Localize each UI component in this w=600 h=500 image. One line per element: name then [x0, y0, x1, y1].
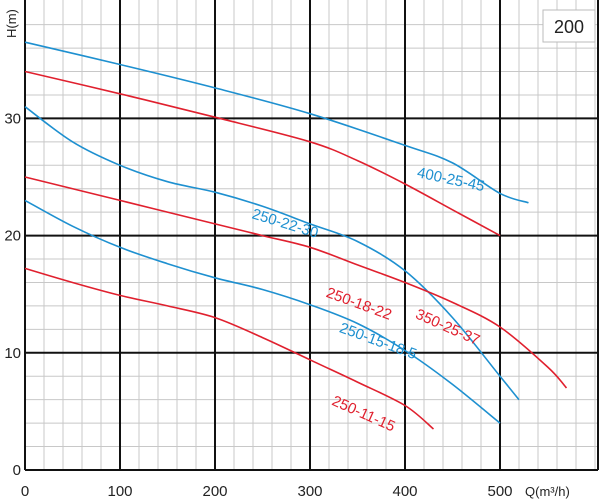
model-group-badge: 200 — [554, 17, 584, 37]
x-tick-label: 200 — [202, 483, 227, 500]
series-label-250-15-18.5: 250-15-18.5 — [337, 319, 419, 363]
series-lines — [24, 41, 568, 430]
x-axis-label: Q(m³/h) — [525, 484, 570, 499]
y-tick-label: 0 — [13, 462, 21, 479]
model-group-badge-box — [542, 9, 596, 43]
x-tick-label: 100 — [107, 483, 132, 500]
y-axis-label: H(m) — [4, 9, 19, 38]
series-labels: 400-25-45350-25-37250-22-30250-18-22250-… — [250, 164, 486, 435]
y-tick-labels: 0 10 20 30 — [4, 110, 21, 479]
series-line-400-25-45 — [24, 41, 529, 204]
y-tick-label: 10 — [4, 345, 21, 362]
x-tick-label: 500 — [487, 483, 512, 500]
series-line-250-11-15 — [24, 267, 435, 430]
series-line-250-18-22 — [24, 176, 568, 389]
series-line-350-25-37 — [24, 70, 501, 237]
x-tick-label: 0 — [21, 483, 29, 500]
y-tick-label: 20 — [4, 228, 21, 245]
y-tick-label: 30 — [4, 110, 21, 127]
series-label-400-25-45: 400-25-45 — [416, 164, 486, 195]
series-line-250-22-30 — [24, 106, 520, 401]
series-label-250-11-15: 250-11-15 — [329, 392, 397, 435]
x-tick-label: 400 — [392, 483, 417, 500]
axes — [24, 0, 599, 471]
series-label-250-18-22: 250-18-22 — [324, 284, 394, 323]
x-tick-labels: 0 100 200 300 400 500 — [21, 483, 513, 500]
series-line-250-15-18.5 — [24, 199, 501, 424]
x-tick-label: 300 — [297, 483, 322, 500]
